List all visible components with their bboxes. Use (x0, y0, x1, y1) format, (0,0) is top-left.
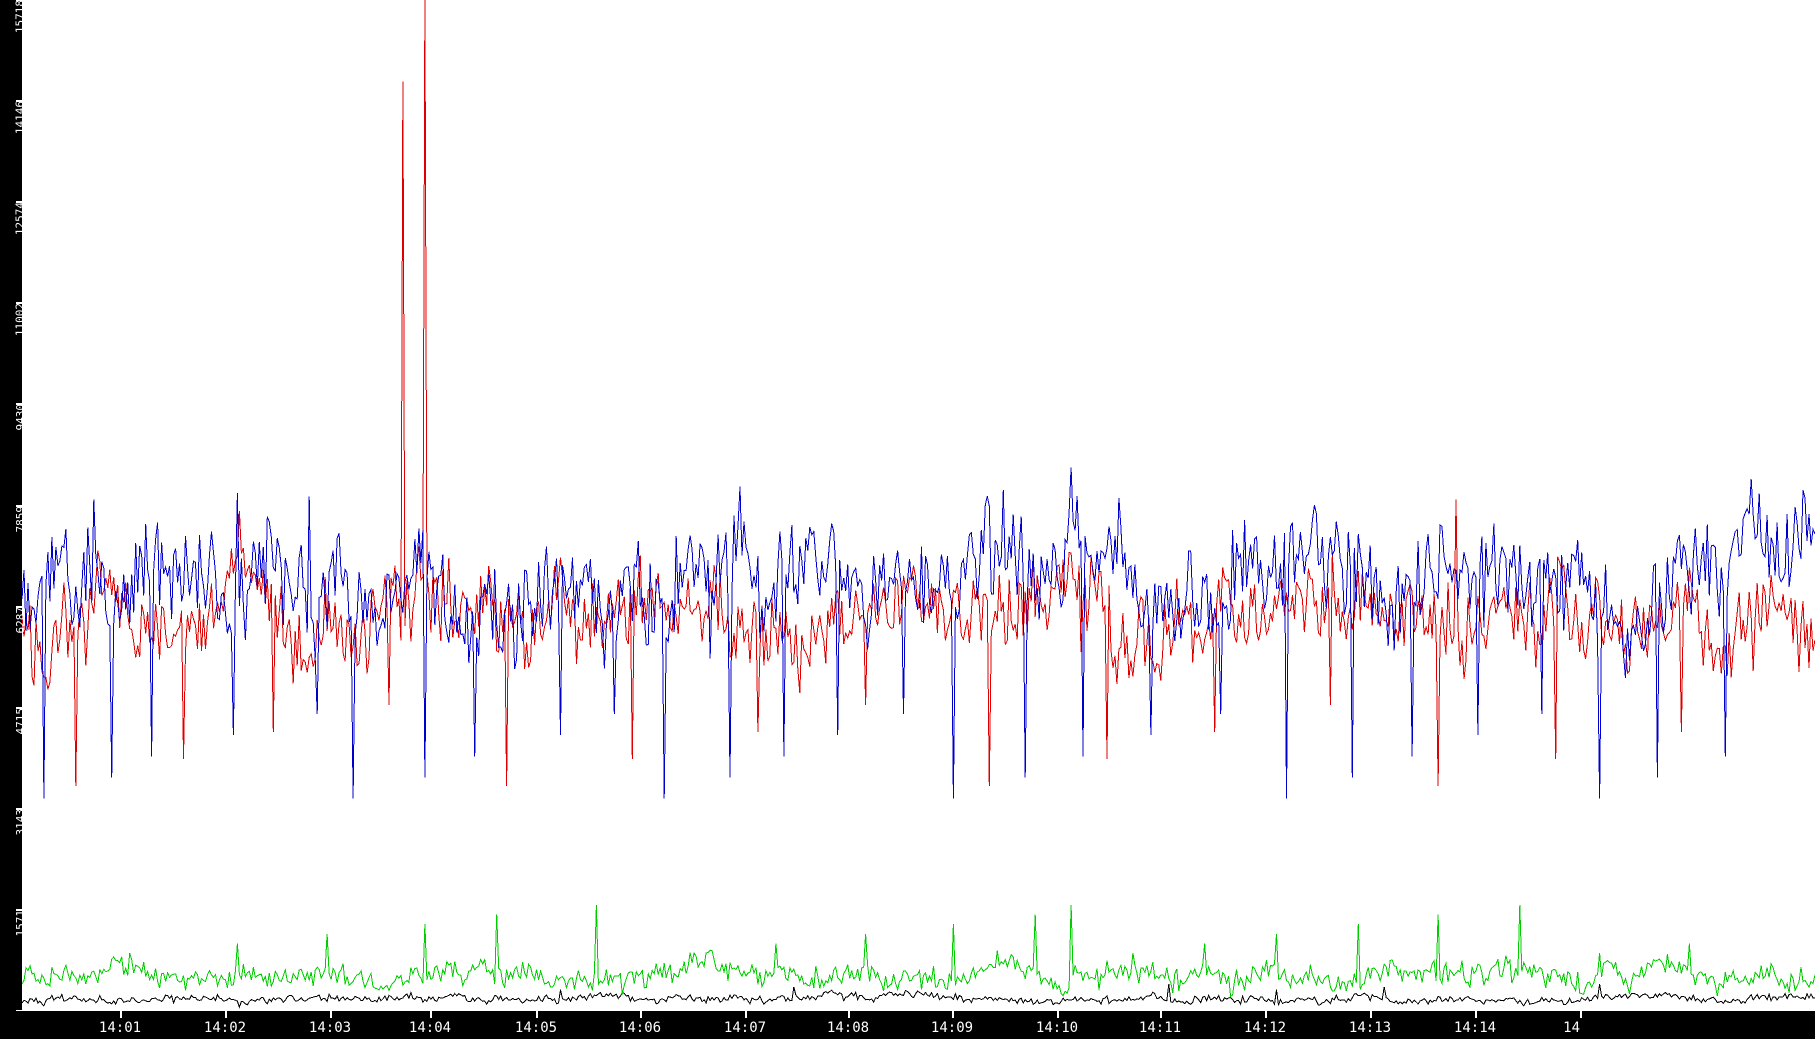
y-tick-mark (16, 706, 22, 709)
x-tick-mark (952, 1011, 954, 1018)
x-tick-label: 14:07 (723, 1020, 767, 1036)
plot-area (22, 0, 1815, 1011)
x-tick-mark (1057, 1011, 1059, 1018)
y-axis: 0157131434715628778599430110021257414146… (0, 0, 27, 1018)
x-tick-label: 14:13 (1348, 1020, 1392, 1036)
x-tick-mark (120, 1011, 122, 1018)
y-tick-mark (16, 807, 22, 810)
y-tick-label: 15718 (13, 0, 27, 34)
y-tick-mark (16, 302, 22, 305)
series-green-trace (22, 905, 1815, 997)
plot-svg (22, 0, 1815, 1011)
x-tick-label: 14:09 (930, 1020, 974, 1036)
y-tick-label: 11002 (13, 303, 27, 337)
x-tick-label: 14:11 (1138, 1020, 1182, 1036)
x-tick-mark (640, 1011, 642, 1018)
y-tick-label: 7859 (13, 505, 27, 533)
x-tick-label: 14:06 (618, 1020, 662, 1036)
x-tick-label: 14:02 (203, 1020, 247, 1036)
y-tick-label: 4715 (13, 707, 27, 735)
x-tick-label: 14:05 (514, 1020, 558, 1036)
x-tick-label: 14:04 (408, 1020, 452, 1036)
x-tick-mark (330, 1011, 332, 1018)
y-tick-mark (16, 100, 22, 103)
y-tick-mark (16, 908, 22, 911)
x-tick-mark (745, 1011, 747, 1018)
x-tick-mark (1160, 1011, 1162, 1018)
x-tick-mark (225, 1011, 227, 1018)
y-tick-mark (16, 201, 22, 204)
x-tick-mark (430, 1011, 432, 1018)
series-red-trace (22, 0, 1815, 786)
y-tick-label: 9430 (13, 404, 27, 431)
x-tick-mark (1265, 1011, 1267, 1018)
y-tick-label: 6287 (13, 606, 27, 634)
x-tick-label: 14:03 (308, 1020, 352, 1036)
x-axis: 14:01 14:02 14:03 14:04 14:05 14:06 14:07 14:08… (0, 1011, 1815, 1039)
y-tick-mark (16, 605, 22, 608)
y-tick-mark (16, 0, 22, 1)
y-tick-label: 14146 (13, 101, 27, 135)
x-tick-label: 14 (1563, 1020, 1580, 1036)
y-tick-mark (16, 504, 22, 507)
series-black-trace (22, 984, 1815, 1007)
y-tick-label: 12574 (13, 202, 27, 236)
x-tick-mark (1370, 1011, 1372, 1018)
y-tick-label: 3143 (13, 808, 27, 836)
series-blue-trace (22, 468, 1815, 799)
y-tick-mark (16, 403, 22, 406)
y-tick-label: 1571 (13, 909, 27, 937)
x-tick-label: 14:08 (826, 1020, 870, 1036)
x-tick-mark (536, 1011, 538, 1018)
x-tick-mark (1580, 1011, 1582, 1018)
x-tick-mark (1475, 1011, 1477, 1018)
x-tick-mark (848, 1011, 850, 1018)
x-tick-label: 14:10 (1035, 1020, 1079, 1036)
x-tick-label: 14:12 (1243, 1020, 1287, 1036)
x-tick-label: 14:01 (98, 1020, 142, 1036)
x-tick-label: 14:14 (1453, 1020, 1497, 1036)
